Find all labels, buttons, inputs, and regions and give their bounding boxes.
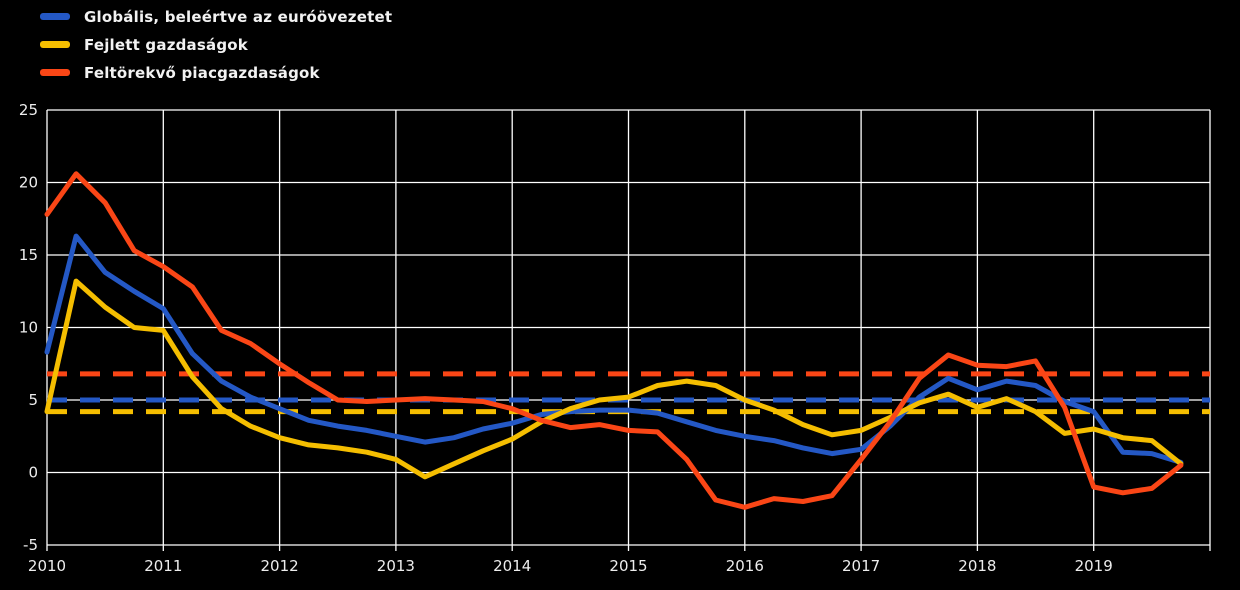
x-axis-label: 2015 [609, 557, 647, 575]
y-axis-label: 20 [19, 174, 38, 192]
x-axis-label: 2014 [493, 557, 531, 575]
legend-label-emerging: Feltörekvő piacgazdaságok [84, 63, 320, 82]
series-line-advanced [44, 278, 1184, 480]
legend-swatch-advanced-line [40, 41, 70, 48]
y-axis-label: -5 [23, 536, 38, 554]
y-axis-label: 25 [19, 101, 38, 119]
x-axis-label: 2013 [377, 557, 415, 575]
legend-label-advanced: Fejlett gazdaságok [84, 35, 248, 54]
y-axis-label: 10 [19, 319, 38, 337]
x-axis-label: 2019 [1075, 557, 1113, 575]
legend-swatch-emerging-line [40, 69, 70, 76]
x-axis-label: 2017 [842, 557, 880, 575]
legend-swatch-global-line [40, 13, 70, 20]
x-axis-label: 2018 [958, 557, 996, 575]
x-axis-label: 2011 [144, 557, 182, 575]
legend-label-global: Globális, beleértve az euróövezetet [84, 7, 393, 26]
x-axis-label: 2012 [261, 557, 299, 575]
y-axis-label: 5 [28, 391, 38, 409]
x-axis-label: 2010 [28, 557, 66, 575]
y-axis-label: 15 [19, 246, 38, 264]
series-line-emerging [44, 171, 1184, 510]
legend-item-advanced: Fejlett gazdaságok [40, 34, 392, 55]
legend-item-global: Globális, beleértve az euróövezetet [40, 6, 392, 27]
y-axis-label: 0 [28, 464, 38, 482]
legend-item-emerging: Feltörekvő piacgazdaságok [40, 62, 392, 83]
x-axis-label: 2016 [726, 557, 764, 575]
chart-legend: Globális, beleértve az euróövezetet Fejl… [40, 6, 392, 83]
series-line-global [44, 233, 1184, 465]
